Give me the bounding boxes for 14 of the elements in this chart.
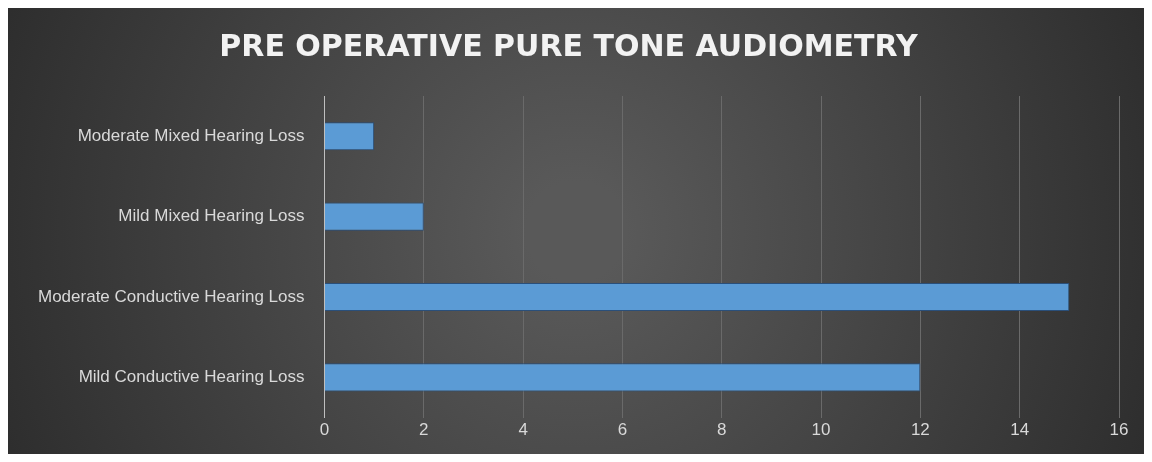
y-tick-label: Mild Mixed Hearing Loss xyxy=(118,206,305,226)
x-tick-label: 14 xyxy=(1010,420,1030,440)
chart-title: PRE OPERATIVE PURE TONE AUDIOMETRY xyxy=(219,27,919,63)
y-tick-label: Mild Conductive Hearing Loss xyxy=(78,367,305,387)
x-tick-label: 2 xyxy=(419,420,429,440)
x-tick-label: 8 xyxy=(717,420,727,440)
x-tick-label: 0 xyxy=(319,420,330,440)
x-tick-label: 16 xyxy=(1109,420,1129,440)
y-tick-label: Moderate Mixed Hearing Loss xyxy=(77,125,305,145)
x-tick-label: 4 xyxy=(518,420,528,440)
y-tick-label: Moderate Conductive Hearing Loss xyxy=(38,286,305,306)
x-tick-label: 6 xyxy=(617,420,628,440)
x-tick-label: 12 xyxy=(910,420,930,440)
x-tick-label: 10 xyxy=(811,420,831,440)
